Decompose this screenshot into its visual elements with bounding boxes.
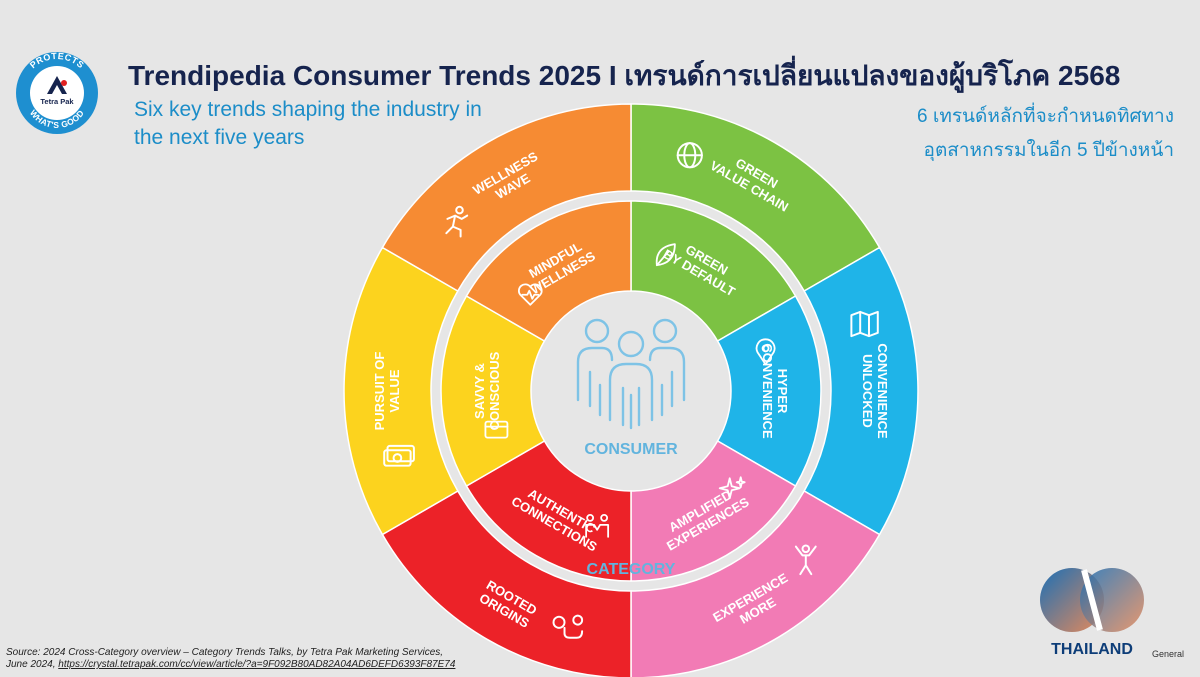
inner-savvy-conscious-segment: SAVVY &CONSCIOUS [440,294,546,488]
source-line2: June 2024, https://crystal.tetrapak.com/… [6,659,455,671]
subtitle-english: Six key trends shaping the industry in t… [134,98,482,149]
inner-savvy-conscious-label-line2: CONSCIOUS [487,351,502,430]
outer-rooted-origins-segment: ROOTEDORIGINS [381,489,632,677]
outer-convenience-unlocked-label: CONVENIENCEUNLOCKED [860,343,890,439]
outer-wellness-wave-wedge [381,103,632,293]
inner-hyper-convenience-label-line1: HYPER [775,369,790,414]
inner-savvy-conscious-wedge [440,294,546,488]
inner-amplified-experiences-wedge [630,439,797,582]
source-line2-prefix: June 2024, [6,659,59,670]
outer-pursuit-of-value-label-line2: VALUE [387,369,402,412]
outer-convenience-unlocked-segment: CONVENIENCEUNLOCKED [803,246,919,536]
inner-hyper-convenience-segment: HYPERCONVENIENCE [716,294,822,488]
outer-pursuit-of-value-label: PURSUIT OFVALUE [372,352,402,431]
inner-hyper-convenience-label-line2: CONVENIENCE [760,343,775,439]
location-route-icon [552,614,584,639]
leaf-icon [655,243,676,267]
subtitle-thai-line1: 6 เทรนด์หลักที่จะกำหนดทิศทาง [916,106,1174,127]
consumer-label: CONSUMER [584,441,678,458]
outer-pursuit-of-value-label-line1: PURSUIT OF [372,352,387,431]
sd-thailand-logo: THAILAND [1040,568,1144,658]
inner-mindful-wellness-segment: MINDFULWELLNESS [465,200,632,343]
subtitle-thai: 6 เทรนด์หลักที่จะกำหนดทิศทาง อุตสาหกรรมใ… [734,100,1174,168]
tetra-pak-logo: PROTECTS WHAT'S GOOD Tetra Pak [16,51,98,134]
inner-green-by-default-segment: GREENBY DEFAULT [630,200,797,343]
inner-hyper-convenience-label: HYPERCONVENIENCE [760,343,790,439]
money-icon [383,444,415,467]
subtitle-thai-line2: อุตสาหกรรมในอีก 5 ปีข้างหน้า [923,140,1174,161]
outer-convenience-unlocked-label-line2: UNLOCKED [860,354,875,428]
source-link[interactable]: https://crystal.tetrapak.com/cc/view/art… [58,659,456,670]
inner-mindful-wellness-wedge [465,200,632,343]
tetra-pak-triangle-icon [47,76,67,94]
inner-authentic-connections-segment: AUTHENTICCONNECTIONS [465,439,632,582]
inner-savvy-conscious-label-line1: SAVVY & [472,363,487,419]
card-icon [484,420,509,439]
sparkle-icon [718,476,746,500]
heart-pulse-icon [518,283,543,306]
inner-hyper-convenience-wedge [716,294,822,488]
outer-convenience-unlocked-label-line1: CONVENIENCE [875,343,890,439]
classification-label: General [1152,649,1185,659]
outer-wellness-wave-segment: WELLNESSWAVE [381,103,632,293]
running-person-icon [445,205,469,238]
source-line1: Source: 2024 Cross-Category overview – C… [6,647,444,658]
globe-leaf-icon [676,142,703,169]
category-label: CATEGORY [587,561,676,578]
handshake-icon [585,513,610,538]
inner-savvy-conscious-label: SAVVY &CONSCIOUS [472,351,502,430]
sd-thailand-label: THAILAND [1051,641,1133,658]
page-title: Trendipedia Consumer Trends 2025 I เทรนด… [128,60,1121,91]
outer-experience-more-wedge [630,489,881,677]
inner-authentic-connections-wedge [465,439,632,582]
location-pin-icon [755,338,776,366]
people-group-icon [576,318,686,430]
outer-ring: GREENVALUE CHAINCONVENIENCEUNLOCKEDEXPER… [343,103,919,677]
consumer-center: CONSUMER [576,318,686,458]
outer-experience-more-segment: EXPERIENCEMORE [630,489,881,677]
source-citation: Source: 2024 Cross-Category overview – C… [6,647,455,671]
logo-brand-text: Tetra Pak [40,97,74,106]
celebrating-person-icon [794,544,817,576]
inner-ring: GREENBY DEFAULTHYPERCONVENIENCEAMPLIFIED… [440,200,822,582]
inner-green-by-default-wedge [630,200,797,343]
inner-amplified-experiences-segment: AMPLIFIEDEXPERIENCES [630,439,797,582]
map-icon [850,310,879,338]
